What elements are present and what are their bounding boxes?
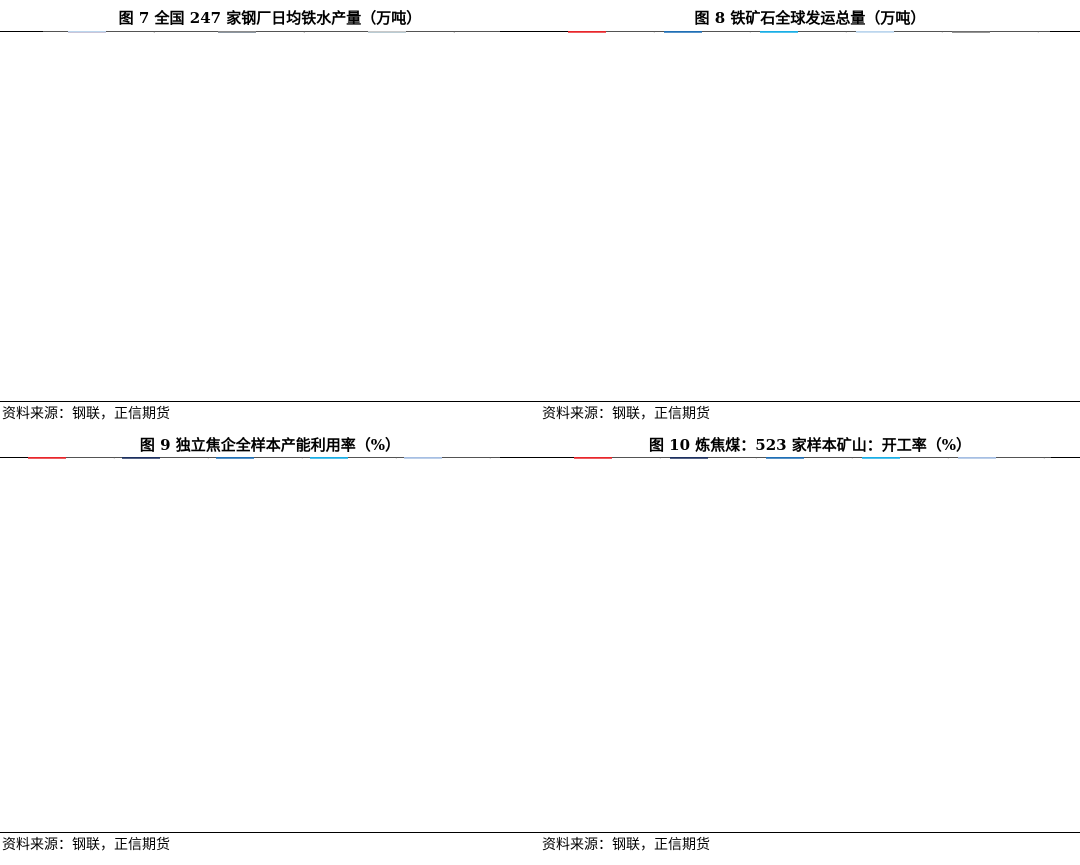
- y-tick-label: 90: [549, 457, 566, 461]
- y-tick-label: 2800: [541, 31, 574, 35]
- y-tick-label: 3400: [541, 31, 574, 35]
- y-tick-label: 240: [10, 31, 35, 35]
- y-tick-label: 70: [13, 457, 30, 461]
- chart-title: 图 7 全国 247 家钢厂日均铁水产量（万吨）: [118, 9, 422, 27]
- chart-panel-1: 图 7 全国 247 家钢厂日均铁水产量（万吨） 190200210220230…: [0, 0, 540, 430]
- source-rule: [0, 401, 540, 402]
- chart-title: 图 8 铁矿石全球发运总量（万吨）: [694, 9, 926, 27]
- y-tick-label: 60: [549, 457, 566, 461]
- y-tick-label: 220: [10, 31, 35, 35]
- legend-label: 2023年: [803, 31, 853, 35]
- y-tick-label: 200: [10, 31, 35, 35]
- y-tick-label: 2400: [541, 31, 574, 35]
- chart-svg: 1902002102202302402502601月1日1月19日2月7日2月2…: [10, 31, 500, 35]
- source-label: 资料来源：钢联，正信期货: [2, 837, 170, 853]
- chart-svg: 2000220024002600280030003200340036003800…: [541, 31, 1050, 35]
- y-tick-label: 3800: [541, 31, 574, 35]
- legend-label: 2024年: [261, 31, 311, 35]
- legend-label: 2025年: [611, 31, 661, 35]
- y-tick-label: 85: [13, 457, 30, 461]
- y-tick-label: 65: [13, 457, 30, 461]
- y-tick-label: 2000: [541, 31, 574, 35]
- source-rule: [540, 401, 1080, 402]
- source-label: 资料来源：钢联，正信期货: [542, 406, 710, 422]
- legend-label: 2022年: [353, 457, 403, 461]
- legend-label: 2023年: [259, 457, 309, 461]
- chart-panel-3: 图 9 独立焦企全样本产能利用率（%） 60657075808590951月1日…: [0, 430, 540, 865]
- source-rule: [0, 832, 540, 833]
- y-tick-label: 40: [549, 457, 566, 461]
- chart-title: 图 10 炼焦煤：523 家样本矿山：开工率（%）: [648, 436, 972, 454]
- legend-label: 2021年: [1001, 457, 1051, 461]
- source-label: 资料来源：钢联，正信期货: [2, 406, 170, 422]
- y-tick-label: 190: [10, 31, 35, 35]
- legend-label: 2022年: [111, 31, 161, 35]
- y-tick-label: 3000: [541, 31, 574, 35]
- legend-label: 2023年: [411, 31, 461, 35]
- legend-label: 2024年: [713, 457, 763, 461]
- legend-label: 2022年: [905, 457, 955, 461]
- y-tick-label: 2200: [541, 31, 574, 35]
- y-tick-label: 80: [549, 457, 566, 461]
- legend-label: 2022年: [899, 31, 949, 35]
- y-tick-label: 260: [10, 31, 35, 35]
- legend-label: 2020年: [411, 31, 461, 35]
- source-rule: [540, 832, 1080, 833]
- chart-panel-2: 图 8 铁矿石全球发运总量（万吨） 2000220024002600280030…: [540, 0, 1080, 430]
- y-tick-label: 50: [549, 457, 566, 461]
- chart-panel-4: 图 10 炼焦煤：523 家样本矿山：开工率（%） 40506070809010…: [540, 430, 1080, 865]
- y-tick-label: 110: [541, 457, 566, 461]
- chart-svg: 60657075808590951月1日1月15日1月29日2月12日2月23日…: [13, 457, 500, 461]
- y-tick-label: 3600: [541, 31, 574, 35]
- legend-label: 2021年: [447, 457, 497, 461]
- legend-label: 2021年: [995, 31, 1045, 35]
- y-tick-label: 60: [13, 457, 30, 461]
- chart-title: 图 9 独立焦企全样本产能利用率（%）: [139, 436, 401, 454]
- y-tick-label: 3200: [541, 31, 574, 35]
- y-tick-label: 95: [13, 457, 30, 461]
- y-tick-label: 250: [10, 31, 35, 35]
- y-tick-label: 2600: [541, 31, 574, 35]
- y-tick-label: 210: [10, 31, 35, 35]
- legend-label: 2023年: [809, 457, 859, 461]
- y-tick-label: 70: [549, 457, 566, 461]
- y-tick-label: 80: [13, 457, 30, 461]
- y-tick-label: 90: [13, 457, 30, 461]
- y-tick-label: 230: [10, 31, 35, 35]
- source-label: 资料来源：钢联，正信期货: [542, 837, 710, 853]
- legend-label: 2021年: [261, 31, 311, 35]
- legend-label: 2025年: [71, 457, 121, 461]
- y-tick-label: 100: [541, 457, 566, 461]
- legend-label: 2025年: [617, 457, 667, 461]
- legend-label: 2024年: [707, 31, 757, 35]
- legend-label: 2024年: [165, 457, 215, 461]
- chart-svg: 4050607080901001101月3日1月15日2月2日2月18日3月6日…: [541, 457, 1051, 461]
- y-tick-label: 75: [13, 457, 30, 461]
- legend-label: 2025年: [111, 31, 161, 35]
